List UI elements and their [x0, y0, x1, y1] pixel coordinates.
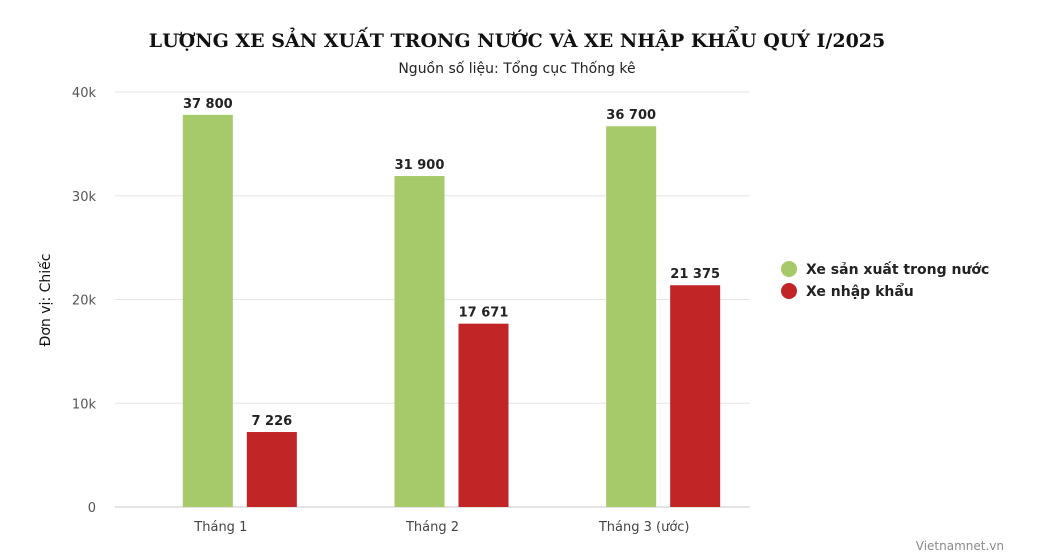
legend-marker — [781, 283, 797, 299]
axes: 0 10k 20k 30k 40k Tháng 1 Tháng 2 Tháng 3 (ước) — [72, 86, 690, 535]
data-label: 17 671 — [459, 306, 509, 321]
bar-imported[interactable] — [458, 323, 509, 507]
chart-subtitle: Nguồn số liệu: Tổng cục Thống kê — [398, 60, 635, 77]
data-label: 36 700 — [606, 108, 656, 123]
y-tick-label: 40k — [72, 86, 97, 101]
y-tick-label: 30k — [72, 190, 97, 205]
bar-domestic[interactable] — [182, 114, 233, 507]
data-label: 31 900 — [395, 158, 445, 173]
data-labels: 37 800 7 226 31 900 17 671 36 700 21 375 — [181, 95, 721, 430]
bars — [182, 114, 721, 508]
x-tick-label: Tháng 2 — [405, 520, 459, 535]
bar-imported[interactable] — [670, 285, 721, 507]
bar-domestic[interactable] — [394, 176, 445, 507]
credit-text: Vietnamnet.vn — [916, 539, 1004, 553]
data-label: 21 375 — [670, 267, 720, 282]
x-tick-label: Tháng 3 (ước) — [598, 520, 690, 535]
y-axis-label: Đơn vị: Chiếc — [37, 254, 54, 347]
legend: Xe sản xuất trong nước Xe nhập khẩu — [781, 261, 989, 300]
y-tick-label: 20k — [72, 294, 97, 309]
data-label: 37 800 — [183, 97, 233, 112]
bar-domestic[interactable] — [606, 126, 657, 508]
y-tick-label: 10k — [72, 397, 97, 412]
data-label: 7 226 — [251, 414, 292, 429]
bar-imported[interactable] — [246, 432, 297, 507]
chart-title: LƯỢNG XE SẢN XUẤT TRONG NƯỚC VÀ XE NHẬP … — [149, 25, 886, 52]
y-tick-label: 0 — [88, 501, 96, 516]
legend-marker — [781, 261, 797, 277]
x-tick-label: Tháng 1 — [193, 520, 247, 535]
legend-entry[interactable]: Xe nhập khẩu — [806, 283, 914, 300]
legend-entry[interactable]: Xe sản xuất trong nước — [806, 261, 989, 278]
